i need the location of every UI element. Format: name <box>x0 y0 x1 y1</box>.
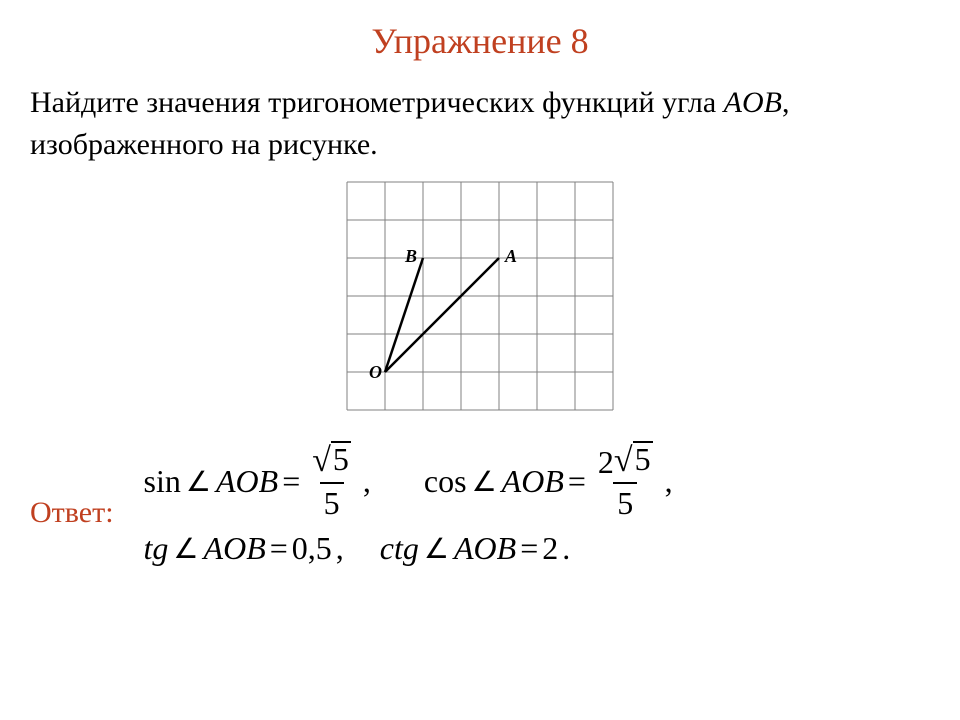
sqrt-icon: √5 <box>614 441 653 475</box>
sin-numerator: √5 <box>308 441 355 482</box>
eq-sym: = <box>282 463 300 500</box>
cos-pre: 2 <box>598 444 614 480</box>
angle-sym: ∠ <box>472 465 497 499</box>
period: . <box>562 530 570 567</box>
eq-sym: = <box>270 530 288 567</box>
formula-line-1: sin ∠AOB = √5 5 , cos ∠AOB = 2√5 5 , <box>144 441 673 522</box>
answer-section: Ответ: sin ∠AOB = √5 5 , cos ∠AOB = 2√5 … <box>30 441 930 575</box>
angle-name: AOB <box>204 530 266 567</box>
cos-sqrt-arg: 5 <box>633 441 653 475</box>
cos-denominator: 5 <box>613 482 637 522</box>
angle-sym: ∠ <box>173 532 198 566</box>
cos-fraction: 2√5 5 <box>594 441 657 522</box>
sin-sqrt-arg: 5 <box>331 441 351 475</box>
exercise-title: Упражнение 8 <box>30 20 930 62</box>
angle-sym: ∠ <box>186 465 211 499</box>
comma: , <box>665 463 673 500</box>
comma: , <box>363 463 371 500</box>
diagram-container: O A B <box>30 181 930 416</box>
tg-value: 0,5 <box>292 530 332 567</box>
problem-line: Найдите значения тригонометрических функ… <box>30 86 724 119</box>
angle-name: AOB <box>454 530 516 567</box>
sqrt-icon: √5 <box>312 441 351 475</box>
answer-label-text: Ответ: <box>30 496 114 529</box>
sin-fn: sin <box>144 463 181 500</box>
cos-numerator: 2√5 <box>594 441 657 482</box>
formula-line-2: tg ∠AOB = 0,5, ctg ∠AOB = 2. <box>144 530 673 567</box>
comma: , <box>336 530 344 567</box>
ctg-fn: ctg <box>380 530 419 567</box>
ctg-value: 2 <box>542 530 558 567</box>
answer-label: Ответ: <box>30 486 114 530</box>
svg-text:O: O <box>369 362 382 382</box>
formulas: sin ∠AOB = √5 5 , cos ∠AOB = 2√5 5 , <box>144 441 673 575</box>
angle-name: AOB <box>502 463 564 500</box>
cos-fn: cos <box>424 463 467 500</box>
sin-fraction: √5 5 <box>308 441 355 522</box>
title-text: Упражнение 8 <box>371 21 588 61</box>
eq-sym: = <box>520 530 538 567</box>
svg-text:A: A <box>504 246 517 266</box>
eq-sym: = <box>568 463 586 500</box>
tg-fn: tg <box>144 530 169 567</box>
angle-diagram: O A B <box>346 181 614 411</box>
angle-name: AOB <box>216 463 278 500</box>
problem-angle: AOB <box>724 86 782 119</box>
problem-text: Найдите значения тригонометрических функ… <box>30 82 930 166</box>
sin-denominator: 5 <box>320 482 344 522</box>
svg-text:B: B <box>404 246 417 266</box>
angle-sym: ∠ <box>424 532 449 566</box>
